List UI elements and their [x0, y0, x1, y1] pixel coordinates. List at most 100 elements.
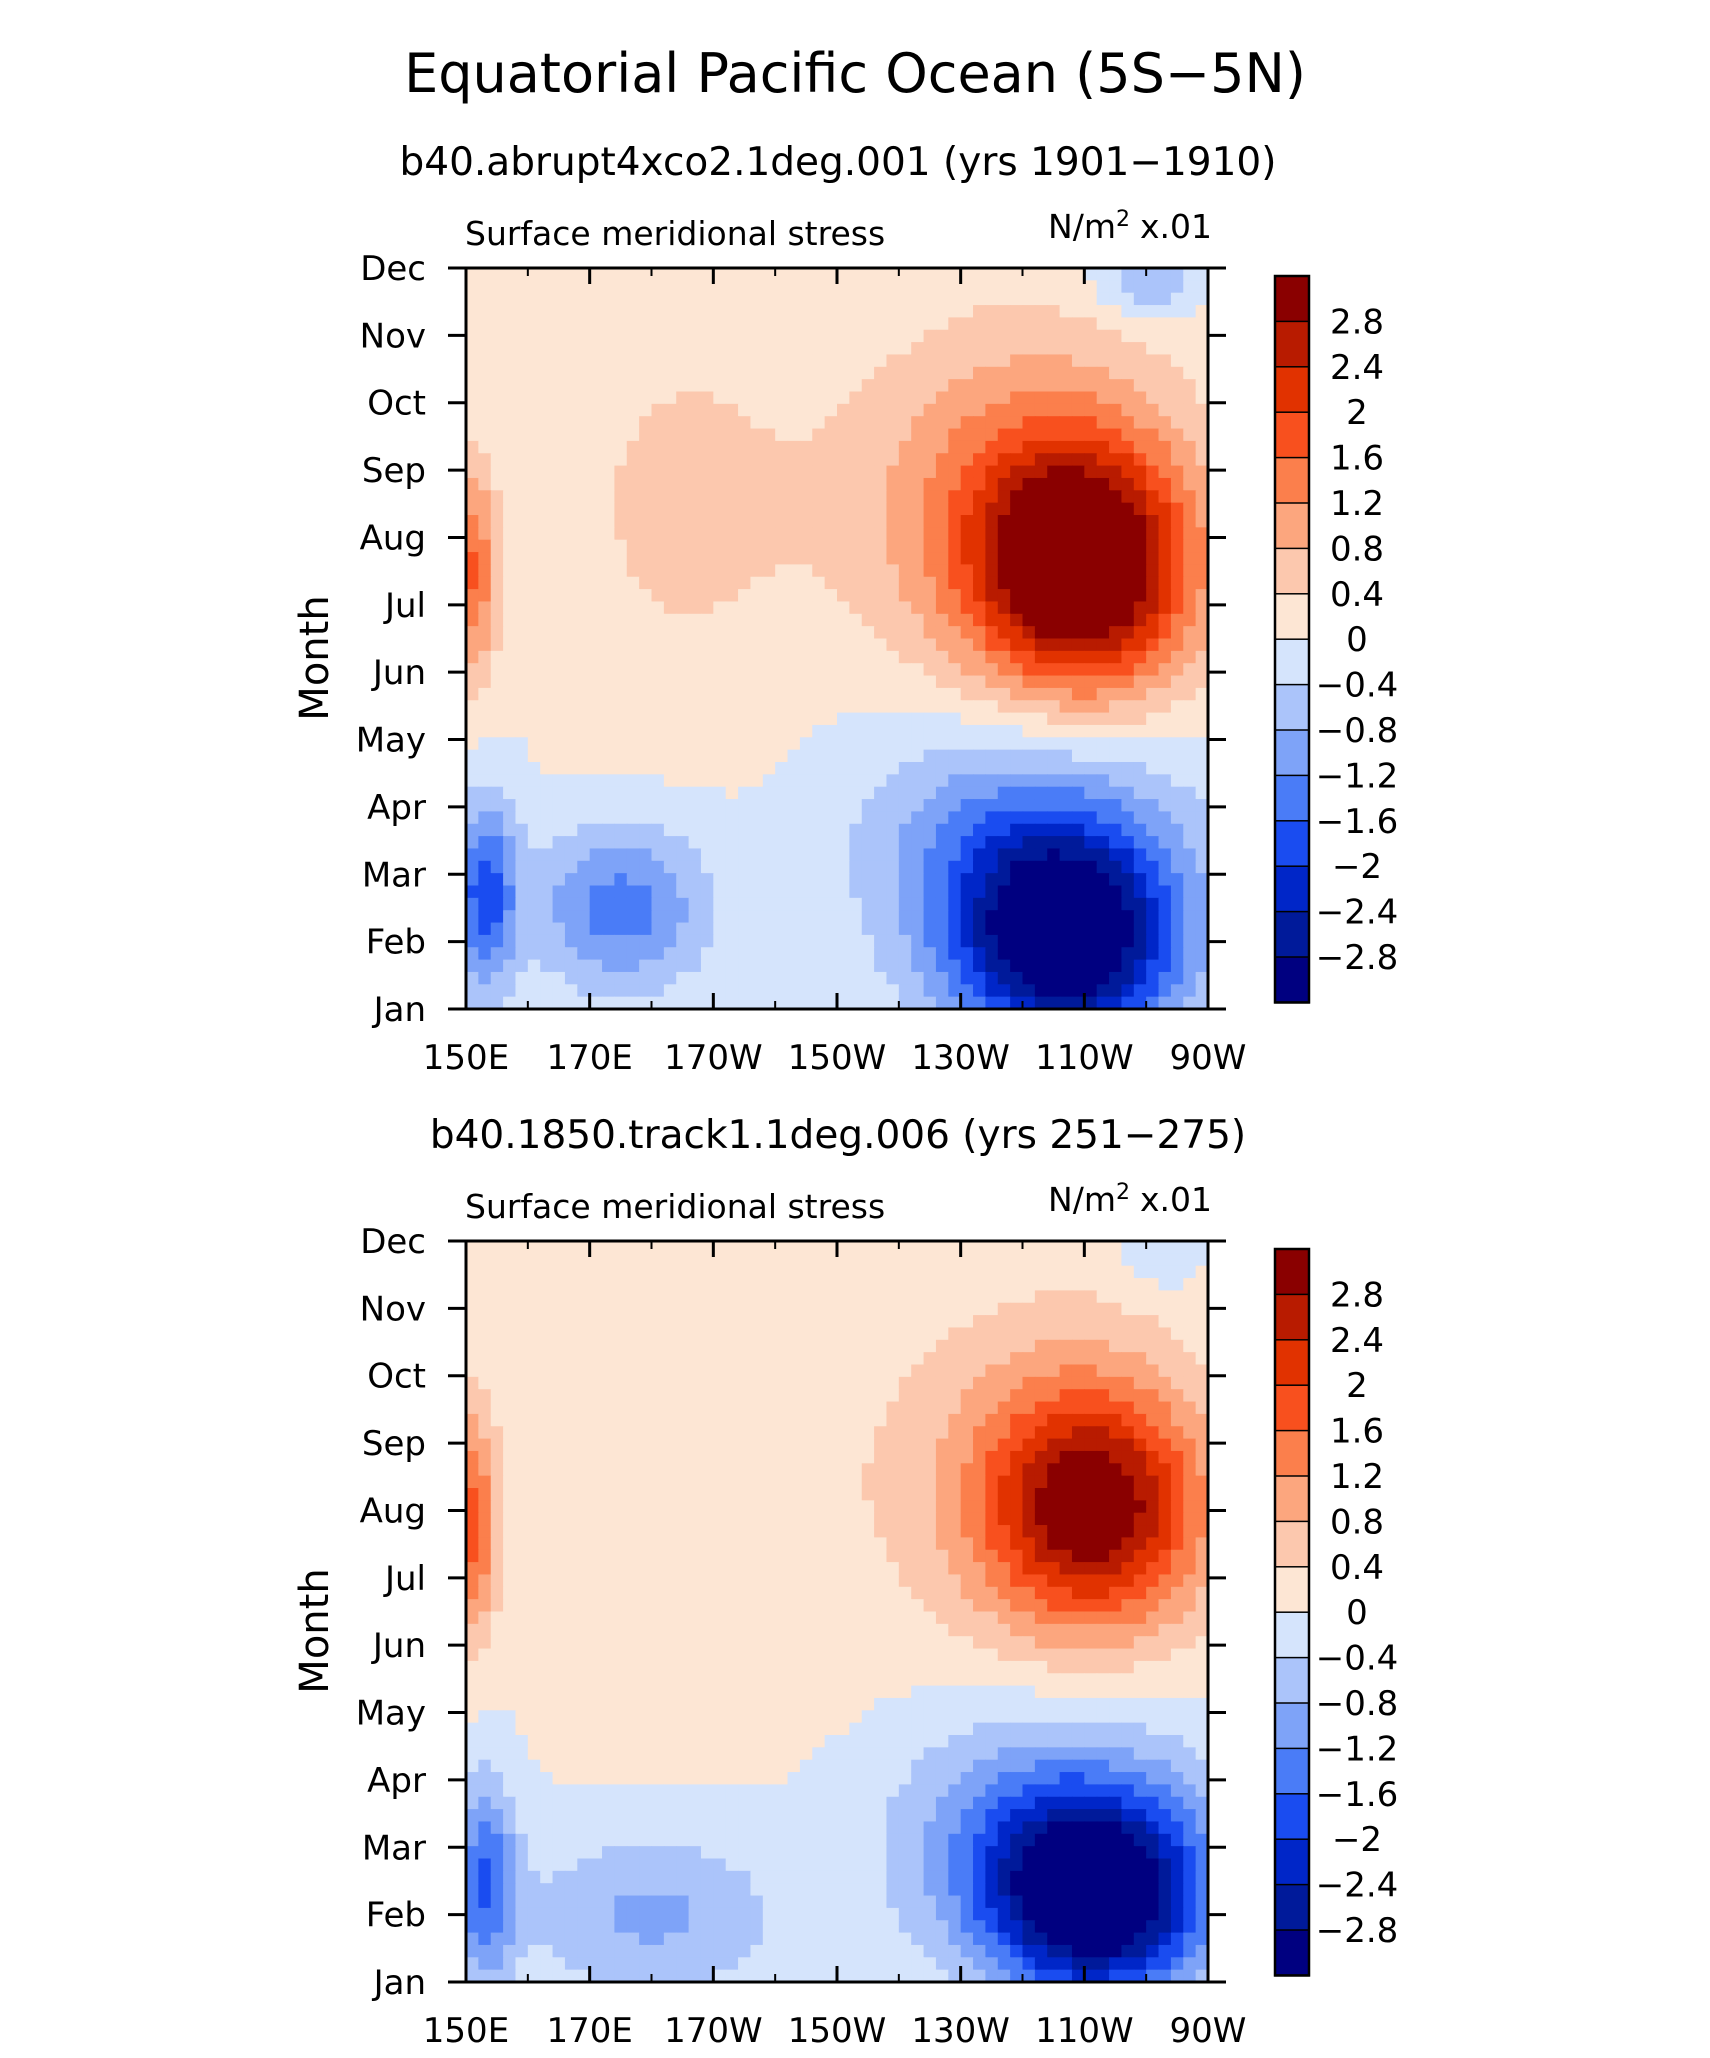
heat-cell — [676, 947, 690, 961]
heat-cell — [700, 811, 714, 825]
heat-cell — [1121, 959, 1135, 973]
heat-cell — [725, 305, 739, 318]
heat-cell — [973, 1265, 986, 1279]
heat-cell — [837, 762, 850, 775]
heat-cell — [676, 712, 690, 726]
heat-cell — [602, 774, 615, 788]
heat-cell — [589, 910, 603, 924]
heat-cell — [1059, 774, 1073, 788]
heat-cell — [1084, 1352, 1098, 1366]
heat-cell — [923, 848, 937, 862]
heat-cell — [861, 453, 875, 467]
heat-cell — [503, 811, 517, 825]
heat-cell — [973, 836, 986, 850]
heat-cell — [1071, 366, 1085, 380]
heat-cell — [861, 613, 875, 627]
heat-cell — [589, 959, 603, 973]
heat-cell — [540, 959, 554, 973]
heat-cell — [515, 465, 529, 479]
heat-cell — [1084, 515, 1098, 528]
heat-cell — [1084, 342, 1098, 356]
heat-cell — [515, 527, 529, 541]
heat-cell — [577, 1290, 591, 1304]
heat-cell — [725, 860, 739, 874]
heat-cell — [676, 1327, 690, 1341]
heat-cell — [725, 576, 739, 590]
heat-cell — [837, 848, 850, 862]
heat-cell — [1183, 663, 1197, 677]
heat-cell — [1010, 774, 1024, 788]
heat-cell — [948, 613, 962, 627]
heat-cell — [725, 416, 739, 430]
heat-cell — [935, 527, 949, 541]
heat-cell — [527, 589, 541, 603]
heat-cell — [1170, 1364, 1184, 1378]
heat-cell — [1195, 1302, 1209, 1316]
heat-cell — [725, 440, 739, 454]
heat-cell — [762, 1241, 776, 1254]
heat-cell — [663, 379, 677, 393]
heat-cell — [577, 724, 591, 738]
heat-cell — [713, 1265, 727, 1279]
heat-cell — [1059, 1463, 1073, 1477]
heat-cell — [688, 1438, 702, 1452]
heat-cell — [515, 317, 529, 331]
heat-cell — [750, 934, 764, 948]
heat-cell — [1059, 1278, 1073, 1291]
heat-cell — [490, 280, 504, 294]
heat-cell — [577, 947, 591, 961]
heat-cell — [626, 1339, 640, 1353]
heat-cell — [1047, 589, 1061, 603]
heat-cell — [515, 897, 529, 911]
heat-cell — [1158, 848, 1172, 862]
heat-cell — [490, 1401, 504, 1415]
heat-cell — [713, 737, 727, 751]
heat-cell — [503, 1475, 517, 1489]
heat-cell — [960, 848, 974, 862]
heat-cell — [1133, 502, 1147, 516]
heat-cell — [1047, 379, 1061, 393]
heat-cell — [1195, 724, 1209, 738]
heat-cell — [923, 724, 937, 738]
heat-cell — [577, 959, 591, 973]
heat-cell — [663, 687, 677, 701]
heat-cell — [849, 762, 863, 775]
heat-cell — [775, 700, 789, 714]
heat-cell — [738, 712, 752, 726]
heat-cell — [602, 329, 615, 343]
heat-cell — [1183, 613, 1197, 627]
heat-cell — [725, 971, 739, 985]
heat-cell — [490, 712, 504, 726]
heat-cell — [676, 823, 690, 837]
heat-cell — [960, 996, 974, 1010]
heat-cell — [1109, 885, 1123, 899]
heat-cell — [540, 305, 554, 318]
heat-cell — [564, 1488, 578, 1501]
heat-cell — [1183, 762, 1197, 775]
heat-cell — [1084, 1488, 1098, 1501]
heat-cell — [1096, 502, 1110, 516]
heat-cell — [1047, 613, 1061, 627]
heat-cell — [812, 1315, 826, 1329]
heat-cell — [762, 1376, 776, 1390]
heat-cell — [1133, 576, 1147, 590]
contour-field — [466, 1241, 1209, 1983]
heat-cell — [466, 996, 479, 1010]
heat-cell — [1121, 823, 1135, 837]
heat-cell — [1071, 1241, 1085, 1254]
heat-cell — [849, 1241, 863, 1254]
heat-cell — [713, 317, 727, 331]
heat-cell — [490, 836, 504, 850]
heat-cell — [775, 873, 789, 887]
heat-cell — [750, 527, 764, 541]
heat-cell — [602, 996, 615, 1010]
heat-cell — [1133, 762, 1147, 775]
heat-cell — [1096, 428, 1110, 442]
heat-cell — [503, 317, 517, 331]
heat-cell — [478, 910, 492, 924]
heat-cell — [1133, 1253, 1147, 1267]
heat-cell — [515, 1241, 529, 1254]
heat-cell — [849, 552, 863, 565]
heat-cell — [676, 527, 690, 541]
heat-cell — [564, 440, 578, 454]
